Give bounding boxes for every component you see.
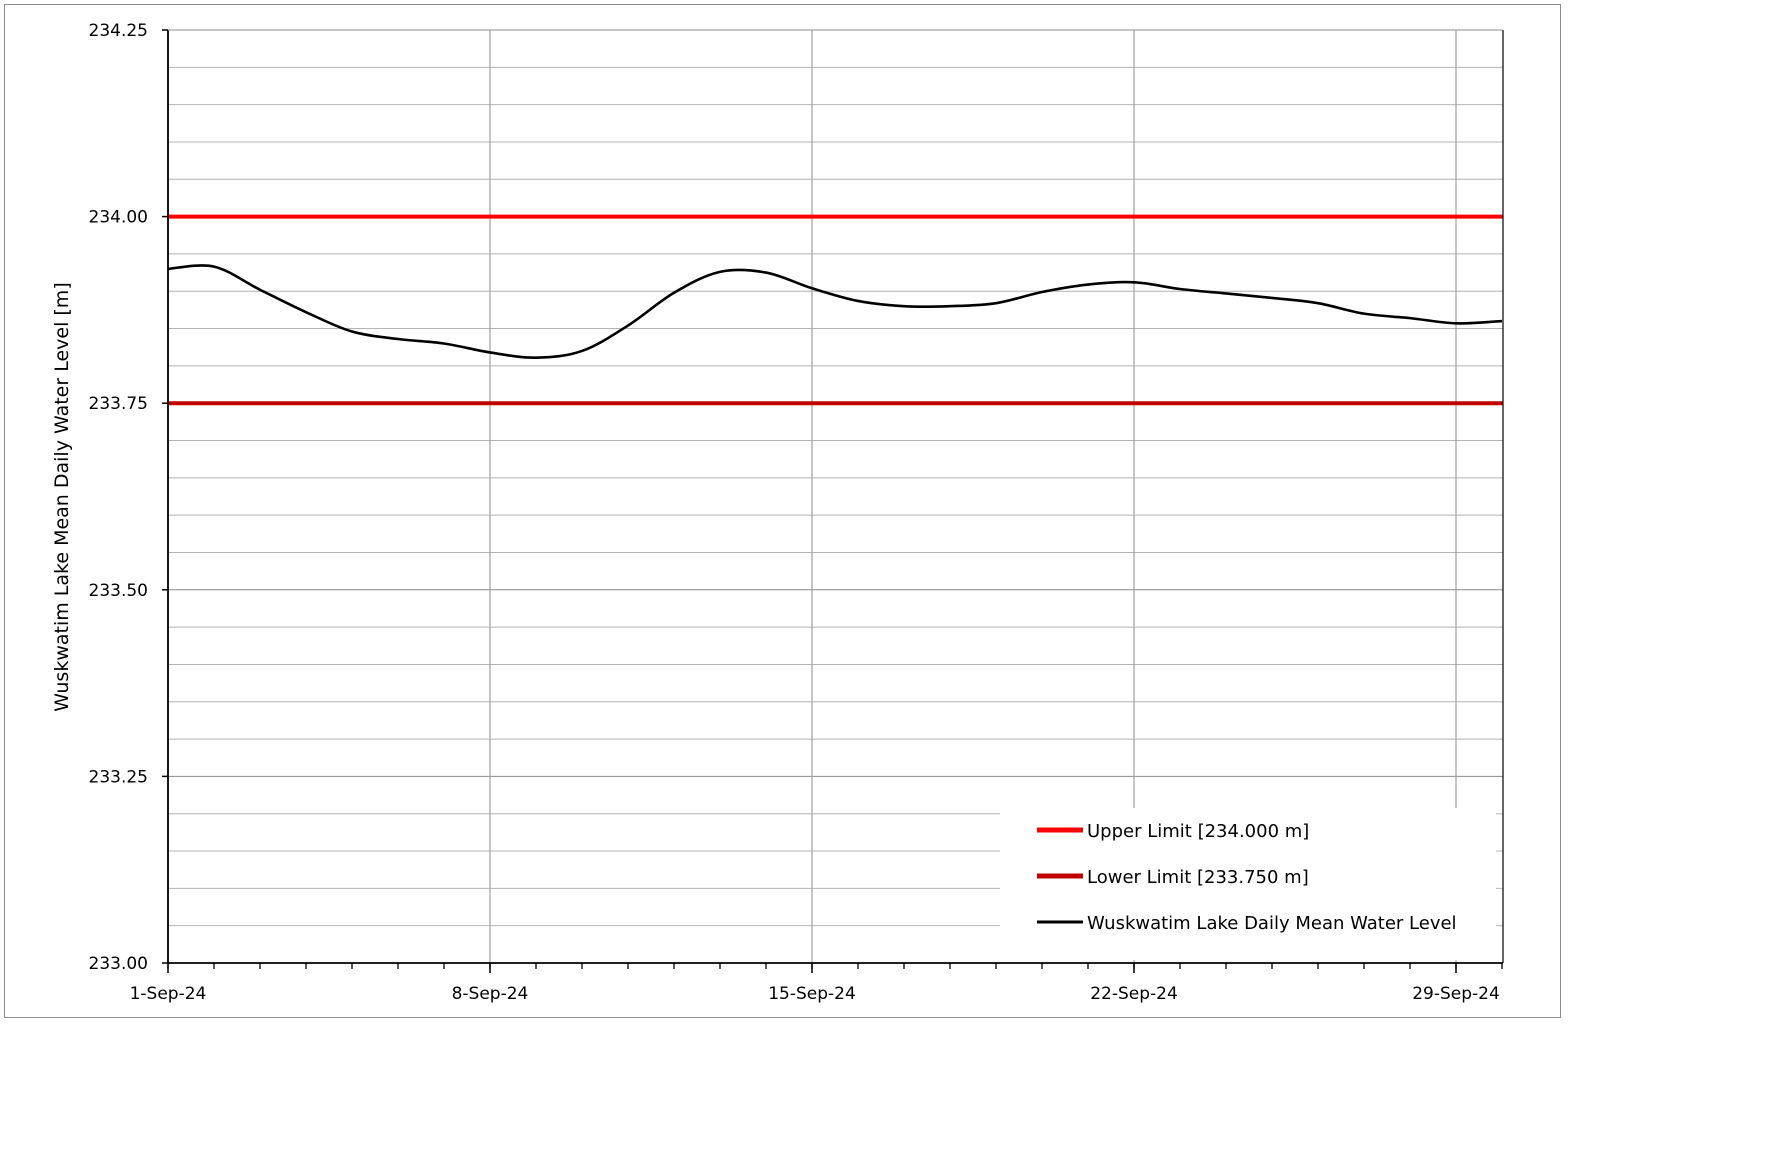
x-tick-label: 1-Sep-24 — [130, 984, 207, 1004]
plot-area — [168, 30, 1503, 963]
legend-label: Lower Limit [233.750 m] — [1087, 867, 1309, 888]
legend-box — [1000, 808, 1496, 960]
line-chart: 233.00 233.25 233.50 233.75 234.00 234.25 1-S… — [51, 21, 1504, 1004]
x-tick-label: 29-Sep-24 — [1412, 984, 1500, 1004]
water-level-line — [167, 264, 1503, 359]
y-axis-title: Wuskwatim Lake Mean Daily Water Level [m… — [51, 282, 73, 711]
y-tick-label: 233.50 — [89, 581, 148, 601]
x-tick-label: 22-Sep-24 — [1090, 984, 1178, 1004]
x-tick-label: 15-Sep-24 — [768, 984, 856, 1004]
legend-label: Upper Limit [234.000 m] — [1087, 821, 1309, 842]
y-tick-label: 233.75 — [89, 394, 148, 414]
y-tick-label: 234.25 — [89, 21, 148, 41]
x-axis-ticks: 1-Sep-24 8-Sep-24 15-Sep-24 22-Sep-24 29-Sep… — [130, 963, 1503, 1004]
data-series — [167, 264, 1503, 359]
y-axis-ticks: 233.00 233.25 233.50 233.75 234.00 234.25 — [89, 21, 168, 974]
y-tick-label: 234.00 — [89, 208, 148, 228]
legend: Upper Limit [234.000 m] Lower Limit [233.… — [1000, 808, 1496, 960]
y-tick-label: 233.00 — [89, 954, 148, 974]
legend-label: Wuskwatim Lake Daily Mean Water Level — [1087, 913, 1457, 934]
y-tick-label: 233.25 — [89, 767, 148, 787]
limit-lines — [168, 214, 1503, 406]
axes — [167, 29, 1504, 964]
x-tick-label: 8-Sep-24 — [452, 984, 529, 1004]
